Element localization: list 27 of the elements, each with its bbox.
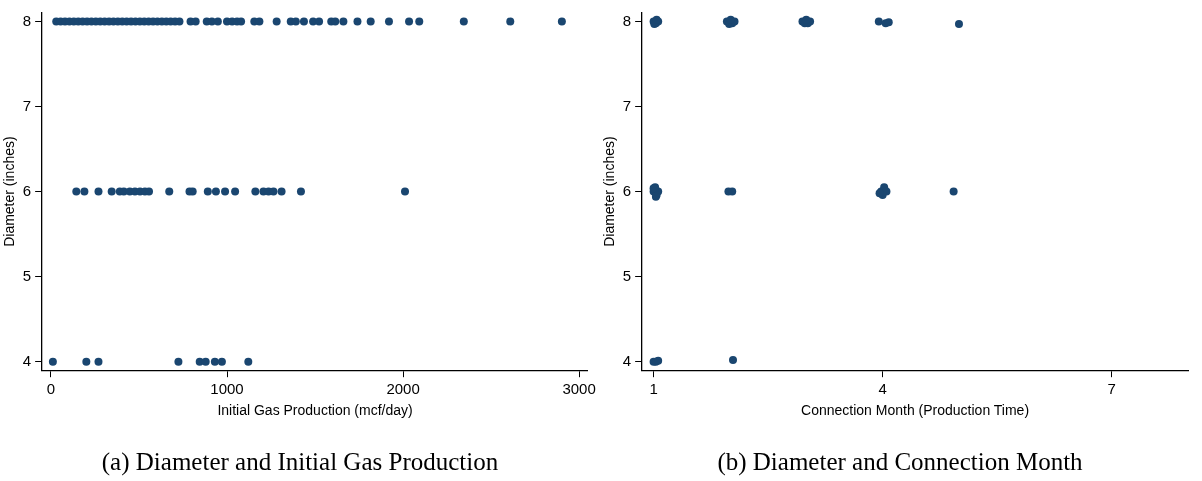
y-tick-label: 6 xyxy=(22,181,32,199)
x-tick-label: 2000 xyxy=(386,380,420,398)
x-axis-title: Connection Month (Production Time) xyxy=(801,402,1030,419)
y-tick-label: 4 xyxy=(622,351,632,369)
point xyxy=(954,20,963,29)
text: (a) Diameter and Initial Gas Production xyxy=(100,448,500,476)
y-tick-label: 8 xyxy=(622,11,632,29)
y-tick-label: 5 xyxy=(22,266,32,284)
point xyxy=(949,187,958,196)
x-tick-label: 0 xyxy=(46,380,56,398)
x-tick-label: 4 xyxy=(878,380,887,398)
y-axis-title: Diameter (inches) xyxy=(1,136,18,247)
y-axis-title: Diameter (inches) xyxy=(601,136,618,247)
point xyxy=(728,355,737,364)
x-tick-label: 3000 xyxy=(562,380,596,398)
x-tick-label: 1000 xyxy=(210,380,244,398)
point xyxy=(874,17,883,26)
text: (b) Diameter and Connection Month xyxy=(716,448,1084,476)
y-tick-label: 7 xyxy=(622,96,632,114)
y-tick-label: 5 xyxy=(622,266,632,284)
y-tick-label: 4 xyxy=(22,351,32,369)
x-axis-title: Initial Gas Production (mcf/day) xyxy=(217,402,413,419)
y-tick-label: 8 xyxy=(22,11,32,29)
y-tick-label: 7 xyxy=(22,96,32,114)
x-tick-label: 7 xyxy=(1107,380,1116,398)
x-tick-label: 1 xyxy=(649,380,658,398)
y-tick-label: 6 xyxy=(622,181,632,199)
